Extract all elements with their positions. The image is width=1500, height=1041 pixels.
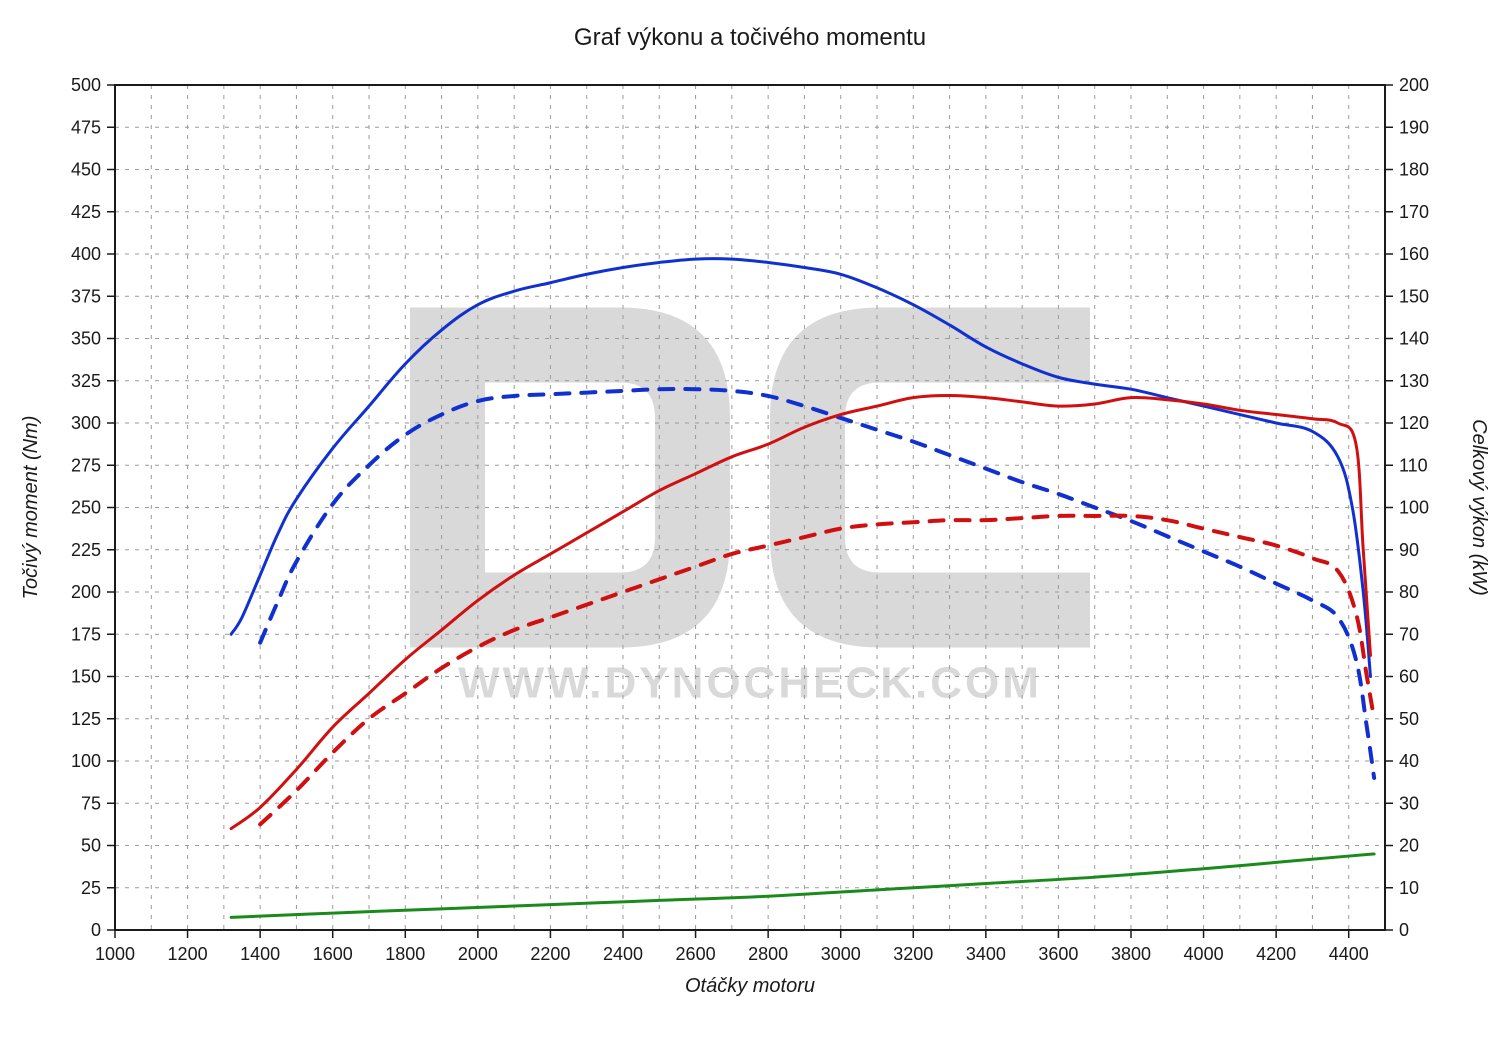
- svg-text:1600: 1600: [313, 944, 353, 964]
- svg-text:0: 0: [1399, 920, 1409, 940]
- svg-text:140: 140: [1399, 329, 1429, 349]
- svg-text:3200: 3200: [893, 944, 933, 964]
- svg-text:25: 25: [81, 878, 101, 898]
- svg-text:100: 100: [1399, 498, 1429, 518]
- svg-text:3000: 3000: [821, 944, 861, 964]
- svg-text:4200: 4200: [1256, 944, 1296, 964]
- svg-text:160: 160: [1399, 244, 1429, 264]
- svg-text:200: 200: [1399, 75, 1429, 95]
- svg-text:350: 350: [71, 329, 101, 349]
- svg-text:190: 190: [1399, 117, 1429, 137]
- svg-text:2800: 2800: [748, 944, 788, 964]
- y-left-axis-label: Točivý moment (Nm): [20, 416, 42, 600]
- svg-text:300: 300: [71, 413, 101, 433]
- svg-text:110: 110: [1399, 455, 1428, 475]
- grid: [115, 85, 1385, 930]
- svg-text:1000: 1000: [95, 944, 135, 964]
- svg-text:50: 50: [81, 836, 101, 856]
- svg-text:40: 40: [1399, 751, 1419, 771]
- chart-svg: WWW.DYNOCHECK.COM10001200140016001800200…: [0, 0, 1500, 1041]
- svg-text:60: 60: [1399, 667, 1419, 687]
- svg-text:90: 90: [1399, 540, 1419, 560]
- svg-text:250: 250: [71, 498, 101, 518]
- svg-text:30: 30: [1399, 793, 1419, 813]
- svg-text:70: 70: [1399, 624, 1419, 644]
- svg-text:1800: 1800: [385, 944, 425, 964]
- watermark-url: WWW.DYNOCHECK.COM: [458, 659, 1042, 708]
- svg-text:325: 325: [71, 371, 101, 391]
- svg-text:4000: 4000: [1184, 944, 1224, 964]
- svg-text:50: 50: [1399, 709, 1419, 729]
- svg-text:100: 100: [71, 751, 101, 771]
- svg-text:400: 400: [71, 244, 101, 264]
- svg-text:3400: 3400: [966, 944, 1006, 964]
- svg-text:450: 450: [71, 160, 101, 180]
- svg-text:0: 0: [91, 920, 101, 940]
- svg-text:1200: 1200: [168, 944, 208, 964]
- svg-text:175: 175: [71, 624, 101, 644]
- svg-text:2600: 2600: [676, 944, 716, 964]
- series-loss_power: [231, 854, 1374, 917]
- svg-text:150: 150: [1399, 286, 1429, 306]
- svg-text:475: 475: [71, 117, 101, 137]
- svg-text:20: 20: [1399, 836, 1419, 856]
- x-axis-label: Otáčky motoru: [685, 975, 815, 997]
- svg-text:1400: 1400: [240, 944, 280, 964]
- chart-title: Graf výkonu a točivého momentu: [574, 24, 926, 51]
- svg-text:150: 150: [71, 667, 101, 687]
- y-right-axis-label: Celkový výkon (kW): [1468, 419, 1490, 596]
- svg-text:120: 120: [1399, 413, 1429, 433]
- svg-text:180: 180: [1399, 160, 1429, 180]
- svg-text:425: 425: [71, 202, 101, 222]
- svg-text:2200: 2200: [530, 944, 570, 964]
- svg-text:375: 375: [71, 286, 101, 306]
- svg-text:3800: 3800: [1111, 944, 1151, 964]
- svg-text:2000: 2000: [458, 944, 498, 964]
- svg-text:4400: 4400: [1329, 944, 1369, 964]
- svg-text:500: 500: [71, 75, 101, 95]
- svg-text:10: 10: [1399, 878, 1419, 898]
- svg-text:80: 80: [1399, 582, 1419, 602]
- svg-text:170: 170: [1399, 202, 1429, 222]
- svg-text:3600: 3600: [1038, 944, 1078, 964]
- svg-text:2400: 2400: [603, 944, 643, 964]
- axis-ticks: 1000120014001600180020002200240026002800…: [71, 75, 1429, 964]
- svg-text:130: 130: [1399, 371, 1429, 391]
- svg-text:125: 125: [71, 709, 101, 729]
- svg-text:225: 225: [71, 540, 101, 560]
- svg-text:200: 200: [71, 582, 101, 602]
- dyno-chart: WWW.DYNOCHECK.COM10001200140016001800200…: [0, 0, 1500, 1041]
- svg-text:75: 75: [81, 793, 101, 813]
- svg-text:275: 275: [71, 455, 101, 475]
